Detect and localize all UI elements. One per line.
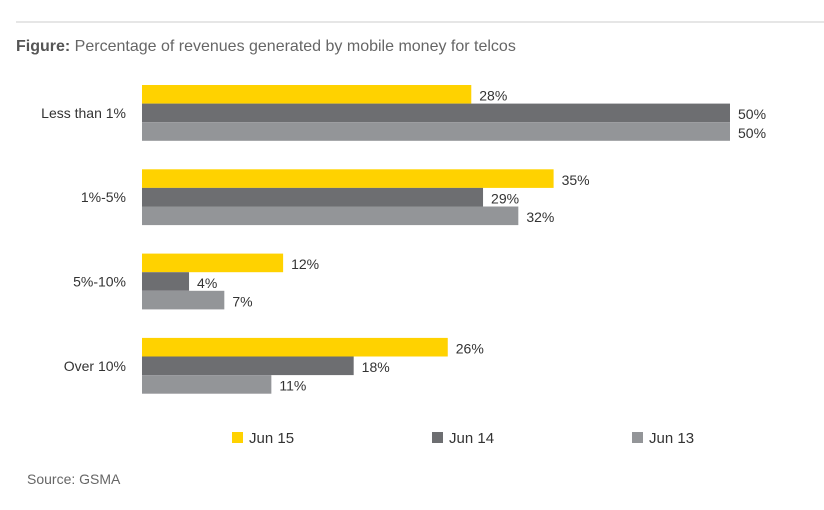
data-label: 35% (562, 172, 590, 188)
data-label: 50% (738, 106, 766, 122)
source-note: Source: GSMA (27, 471, 121, 487)
bar (142, 85, 472, 104)
legend-label: Jun 13 (649, 430, 694, 447)
top-divider (16, 21, 824, 23)
legend-label: Jun 14 (449, 430, 494, 447)
bar (142, 290, 225, 310)
category-label: Less than 1% (41, 105, 126, 121)
bar (142, 375, 272, 394)
category-label: 5%-10% (73, 274, 126, 290)
legend-label: Jun 15 (249, 430, 294, 447)
category-label: 1%-5% (81, 189, 126, 205)
data-label: 7% (232, 293, 252, 309)
bar (142, 206, 519, 226)
bar (142, 187, 484, 207)
data-label: 26% (456, 341, 484, 357)
category-label: Over 10% (64, 358, 126, 374)
chart-title: Figure: Percentage of revenues generated… (16, 38, 516, 56)
bar (142, 272, 190, 291)
data-label: 11% (279, 378, 306, 394)
data-label: 4% (197, 275, 217, 291)
data-label: 29% (491, 191, 519, 207)
legend-swatch (232, 432, 243, 443)
bar (142, 169, 554, 188)
legend-swatch (432, 432, 443, 443)
bar (142, 337, 448, 357)
data-label: 28% (479, 88, 507, 104)
data-label: 18% (362, 359, 390, 375)
bar (142, 356, 354, 376)
bar (142, 103, 730, 123)
data-label: 50% (738, 125, 766, 141)
legend-swatch (632, 432, 643, 443)
bar (142, 253, 284, 273)
data-label: 32% (526, 209, 554, 225)
title-prefix: Figure: (16, 38, 71, 55)
title-text: Percentage of revenues generated by mobi… (74, 38, 516, 55)
data-label: 12% (291, 256, 319, 272)
bar (142, 122, 730, 141)
